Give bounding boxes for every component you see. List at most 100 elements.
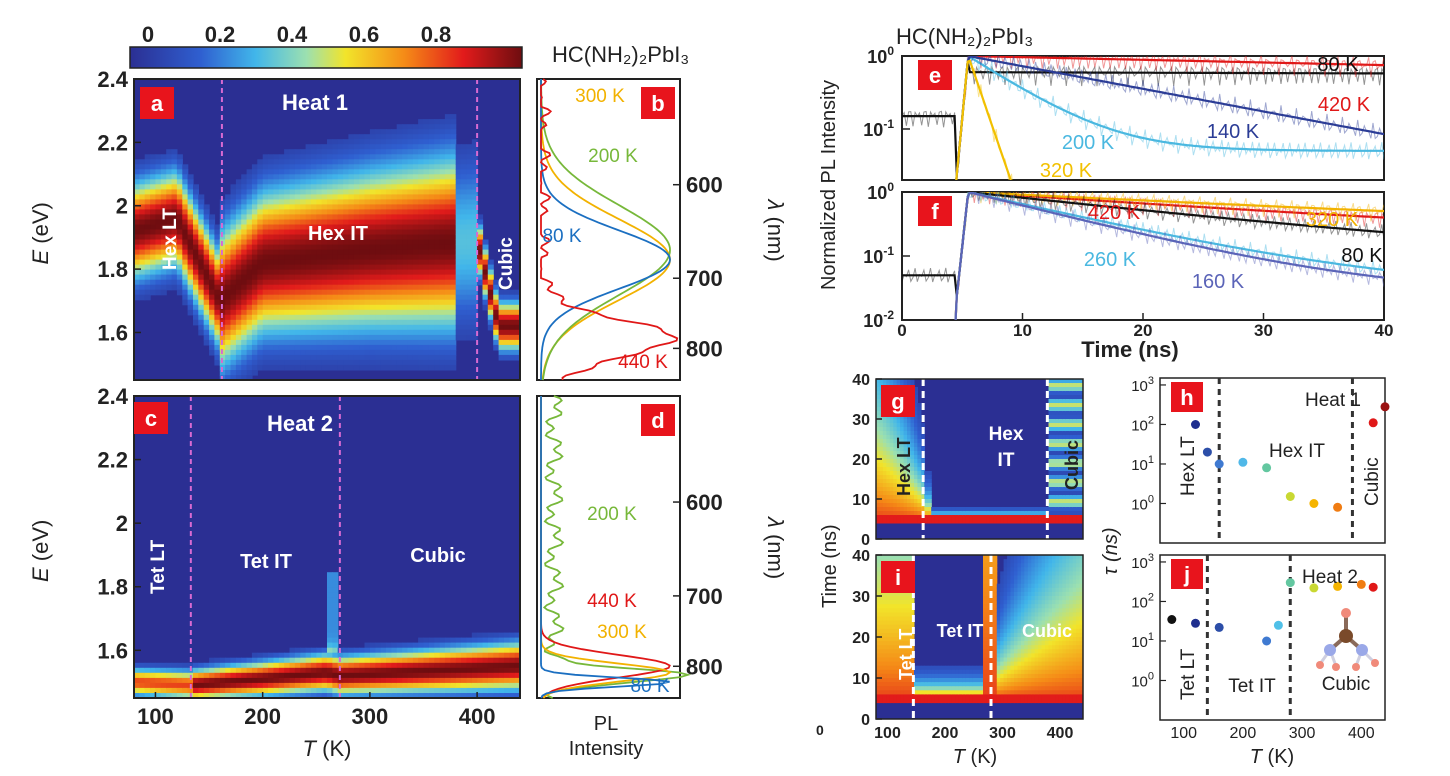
heatmap-cell <box>289 667 296 674</box>
heatmap-cell <box>139 269 146 276</box>
heatmap-cell <box>176 174 183 180</box>
heatmap-cell <box>380 129 387 135</box>
heatmap-cell <box>327 154 333 160</box>
heatmap-cell <box>262 224 269 231</box>
heatmap-cell <box>509 304 516 311</box>
heatmap-cell <box>391 239 398 246</box>
heatmap-cell <box>876 391 880 396</box>
heatmap-cell <box>903 451 908 456</box>
heatmap-cell <box>455 309 462 316</box>
heatmap-cell <box>439 124 446 130</box>
heatmap-cell <box>241 294 248 301</box>
heatmap-cell <box>450 339 457 346</box>
heatmap-cell <box>461 169 467 175</box>
heatmap-cell <box>386 249 392 256</box>
heatmap-cell <box>882 632 887 638</box>
heatmap-cell <box>1072 459 1077 464</box>
heatmap-cell <box>907 419 911 424</box>
heatmap-cell <box>482 279 489 286</box>
heatmap-cell <box>193 672 199 679</box>
heatmap-cell <box>257 199 264 205</box>
heatmap-cell <box>461 667 467 674</box>
heatmap-cell <box>160 662 167 669</box>
heatmap-cell <box>903 620 908 626</box>
heatmap-cell <box>1072 475 1077 480</box>
heatmap-cell <box>144 662 151 669</box>
heatmap-cell <box>910 499 915 504</box>
heatmap-cell <box>455 199 462 205</box>
heatmap-cell <box>882 423 887 428</box>
heatmap-cell <box>450 319 457 326</box>
heatmap-cell <box>439 189 446 195</box>
heatmap-cell <box>251 164 258 170</box>
heatmap-cell <box>359 249 366 256</box>
heatmap-cell <box>907 682 911 687</box>
heatmap-cell <box>917 463 922 468</box>
heatmap-cell <box>412 647 419 654</box>
heatmap-cell <box>268 244 274 251</box>
heatmap-cell <box>482 304 489 311</box>
heatmap-cell <box>1058 471 1063 476</box>
heatmap-cell <box>1003 519 1008 524</box>
heatmap-cell <box>144 154 151 160</box>
heatmap-cell <box>896 686 901 691</box>
heatmap-cell <box>273 344 280 351</box>
heatmap-cell <box>375 349 382 356</box>
heatmap-cell <box>134 159 140 165</box>
colorbar-tick-label: 0.4 <box>277 22 308 47</box>
heatmap-cell <box>364 647 371 654</box>
heatmap-cell <box>412 657 419 664</box>
heatmap-cell <box>477 667 484 674</box>
heatmap-cell <box>235 662 242 669</box>
heatmap-cell <box>241 174 248 180</box>
heatmap-cell <box>353 189 360 195</box>
heatmap-cell <box>428 279 435 286</box>
heatmap-cell <box>310 179 317 185</box>
heatmap-cell <box>310 329 317 336</box>
heatmap-cell <box>886 503 891 508</box>
heatmap-cell <box>900 604 905 609</box>
heatmap-cell <box>917 503 922 508</box>
heatmap-cell <box>907 612 911 617</box>
heatmap-cell <box>230 364 237 371</box>
heatmap-cell <box>428 667 435 674</box>
heatmap-cell <box>879 447 884 452</box>
heatmap-cell <box>364 154 371 160</box>
spectrum-line <box>539 78 679 381</box>
heatmap-cell <box>402 159 409 165</box>
heatmap-cell <box>166 159 173 165</box>
heatmap-cell <box>268 677 274 684</box>
heatmap-cell <box>1062 427 1067 432</box>
heatmap-cell <box>927 499 932 504</box>
heatmap-cell <box>402 309 409 316</box>
heatmap-cell <box>160 229 167 236</box>
heatmap-cell <box>187 294 194 301</box>
heatmap-cell <box>879 431 884 436</box>
heatmap-cell <box>391 682 398 689</box>
heatmap-cell <box>418 159 425 165</box>
heatmap-cell <box>166 234 173 241</box>
heatmap-cell <box>369 289 376 296</box>
heatmap-cell <box>1065 499 1070 504</box>
heatmap-cell <box>171 264 178 271</box>
heatmap-cell <box>423 677 430 684</box>
heatmap-cell <box>882 600 887 605</box>
heatmap-cell <box>444 119 451 125</box>
heatmap-cell <box>337 254 344 261</box>
heatmap-cell <box>198 199 205 205</box>
y-tick-label: 1.8 <box>97 575 128 600</box>
heatmap-cell <box>380 693 387 698</box>
heatmap-cell <box>482 259 489 266</box>
heatmap-cell <box>294 199 301 205</box>
heatmap-cell <box>380 344 387 351</box>
heatmap-cell <box>1072 423 1077 428</box>
heatmap-cell <box>316 159 323 165</box>
heatmap-cell <box>1058 515 1063 520</box>
heatmap-cell <box>893 628 898 634</box>
x-tick-label: 30 <box>1254 321 1273 340</box>
heatmap-cell <box>150 184 157 190</box>
heatmap-cell <box>882 379 887 384</box>
heatmap-cell <box>439 209 446 215</box>
heatmap-cell <box>418 124 425 130</box>
